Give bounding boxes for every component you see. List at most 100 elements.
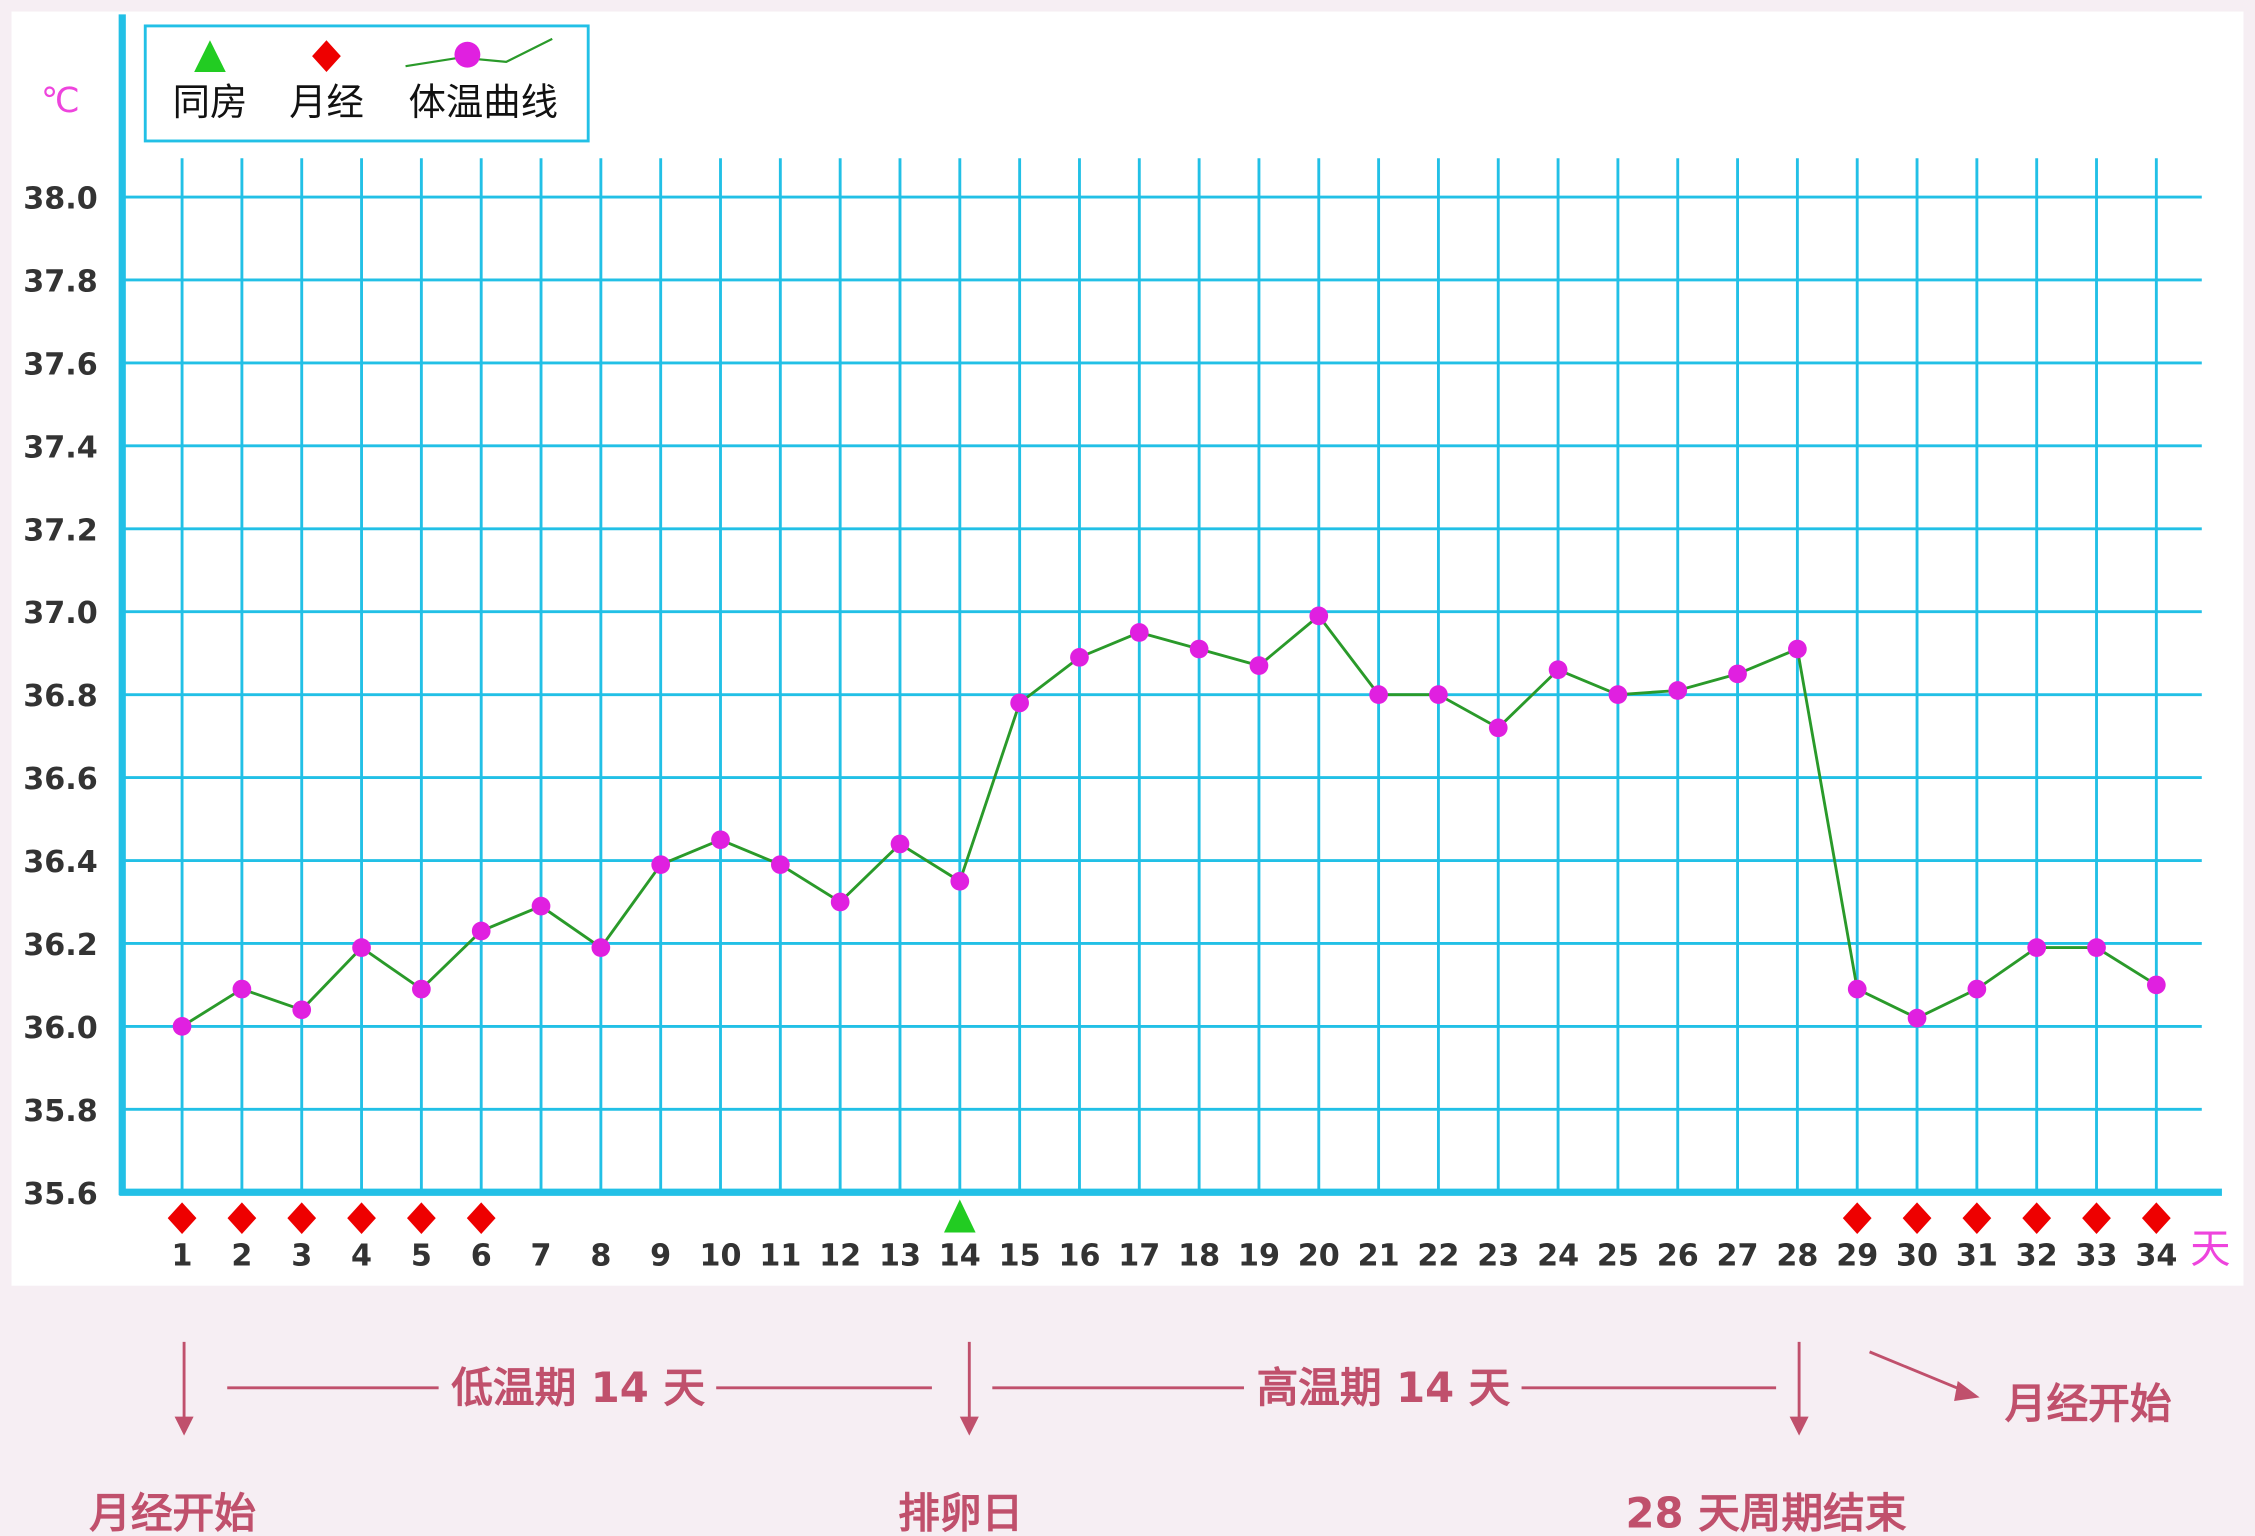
x-tick-label: 1 xyxy=(172,1239,193,1274)
x-tick-label: 20 xyxy=(1298,1239,1340,1274)
temperature-point xyxy=(1070,647,1089,667)
temperature-line xyxy=(181,613,2158,1028)
legend-label: 同房 xyxy=(173,80,248,124)
x-tick-label: 13 xyxy=(879,1239,921,1274)
x-tick-label: 34 xyxy=(2135,1239,2177,1274)
x-tick-label: 21 xyxy=(1358,1239,1400,1274)
y-tick-label: 37.4 xyxy=(23,430,97,465)
x-tick-label: 7 xyxy=(531,1239,552,1274)
x-tick-label: 31 xyxy=(1956,1239,1998,1274)
annotation: 排卵日 xyxy=(898,1488,1023,1536)
legend-label: 体温曲线 xyxy=(408,80,558,124)
temperature-point xyxy=(830,892,850,912)
temperature-point xyxy=(1488,718,1508,738)
temperature-point xyxy=(232,979,252,999)
x-tick-label: 11 xyxy=(759,1239,801,1274)
x-tick-label: 9 xyxy=(650,1239,671,1274)
annotation-arrows xyxy=(174,1341,1980,1436)
x-tick-label: 14 xyxy=(939,1239,981,1274)
x-unit: 天 xyxy=(2190,1227,2230,1273)
temperature-point xyxy=(1608,685,1628,705)
x-tick-label: 6 xyxy=(471,1239,492,1274)
temperature-point xyxy=(172,1017,192,1036)
y-tick-label: 37.6 xyxy=(23,347,97,382)
x-tick-label: 25 xyxy=(1597,1239,1639,1274)
menstruation-marker xyxy=(406,1202,436,1234)
y-tick-label: 37.2 xyxy=(23,513,97,548)
x-tick-label: 29 xyxy=(1836,1239,1878,1274)
x-tick-label: 16 xyxy=(1058,1239,1100,1274)
x-tick-label: 2 xyxy=(231,1239,252,1274)
menstruation-marker xyxy=(2022,1202,2052,1234)
x-tick-label: 32 xyxy=(2016,1239,2058,1274)
legend-icon xyxy=(405,37,553,68)
y-tick-label: 38.0 xyxy=(23,182,97,217)
y-tick-label: 37.8 xyxy=(23,264,97,299)
y-tick-label: 36.0 xyxy=(23,1011,97,1046)
temperature-point xyxy=(1907,1008,1927,1028)
temperature-point xyxy=(292,1000,312,1020)
temperature-point xyxy=(531,896,551,916)
x-tick-label: 18 xyxy=(1178,1239,1220,1274)
x-tick-label: 5 xyxy=(411,1239,432,1274)
x-tick-label: 8 xyxy=(590,1239,611,1274)
temperature-point xyxy=(770,855,790,875)
y-tick-label: 35.6 xyxy=(23,1177,97,1212)
x-tick-label: 12 xyxy=(819,1239,861,1274)
temperature-point xyxy=(711,830,730,850)
temperature-point xyxy=(1847,979,1867,999)
x-tick-label: 33 xyxy=(2076,1239,2118,1274)
x-tick-label: 26 xyxy=(1657,1239,1699,1274)
x-tick-label: 15 xyxy=(999,1239,1041,1274)
temperature-point xyxy=(471,921,491,941)
temperature-point xyxy=(1548,660,1568,680)
legend-box xyxy=(143,24,590,143)
x-tick-label: 30 xyxy=(1896,1239,1938,1274)
legend-icon xyxy=(194,40,226,72)
temperature-point xyxy=(352,938,371,957)
y-tick-label: 35.8 xyxy=(23,1094,97,1129)
menstruation-marker xyxy=(466,1202,496,1234)
y-unit: ℃ xyxy=(41,81,80,121)
temperature-point xyxy=(890,834,910,854)
y-tick-label: 37.0 xyxy=(23,596,97,631)
plot: 35.6 35.8 36.0 36.2 36.4 36.6 36.8 37.0 37.2 37.4… xyxy=(23,14,2222,1274)
menstruation-marker xyxy=(167,1202,197,1234)
x-tick-label: 24 xyxy=(1537,1239,1579,1274)
menstruation-marker xyxy=(287,1202,317,1234)
temperature-point xyxy=(2027,938,2047,957)
temperature-point xyxy=(1429,685,1448,705)
temperature-point xyxy=(1967,979,1987,999)
temperature-point xyxy=(1788,639,1807,659)
legend-icon xyxy=(312,40,341,72)
x-tick-label: 22 xyxy=(1417,1239,1459,1274)
menstruation-marker xyxy=(2141,1202,2171,1234)
temperature-point xyxy=(412,979,431,999)
y-tick-label: 36.2 xyxy=(23,928,97,963)
menstruation-marker xyxy=(1902,1202,1932,1234)
legend-icon xyxy=(454,41,481,68)
x-tick-label: 23 xyxy=(1477,1239,1519,1274)
temperature-point xyxy=(1728,664,1747,684)
temperature-point xyxy=(1129,623,1149,642)
x-tick-label: 17 xyxy=(1118,1239,1160,1274)
y-tick-label: 36.6 xyxy=(23,762,97,797)
menstruation-marker xyxy=(1962,1202,1992,1234)
x-tick-label: 27 xyxy=(1717,1239,1759,1274)
temperature-point xyxy=(950,871,970,891)
chart-background xyxy=(11,11,2244,1286)
x-tick-label: 10 xyxy=(699,1239,741,1274)
temperature-point xyxy=(591,938,611,957)
temperature-point xyxy=(1309,606,1329,626)
annotation: 高温期 14 天 xyxy=(1257,1363,1511,1412)
temperature-point xyxy=(1668,681,1688,700)
intercourse-marker xyxy=(943,1199,976,1233)
y-tick-label: 36.8 xyxy=(23,679,97,714)
temperature-point xyxy=(1189,639,1209,659)
x-tick-label: 19 xyxy=(1238,1239,1280,1274)
temperature-point xyxy=(2087,938,2106,957)
temperature-point xyxy=(1369,685,1388,705)
legend-label: 月经 xyxy=(289,80,364,124)
